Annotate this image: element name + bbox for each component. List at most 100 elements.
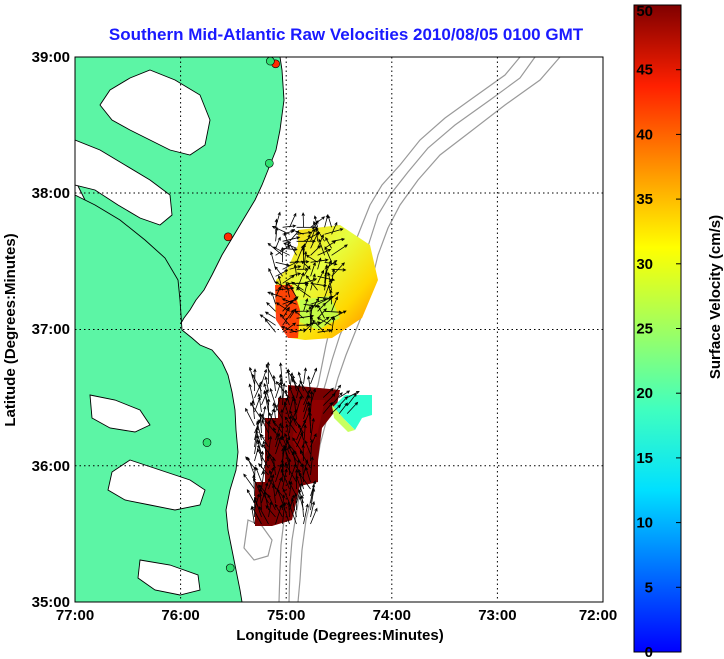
velocity-arrow [275, 422, 282, 441]
velocity-arrow [324, 228, 344, 235]
velocity-arrow [331, 296, 338, 312]
velocity-arrow [248, 383, 255, 406]
velocity-arrow [282, 322, 297, 333]
velocity-arrow [308, 305, 312, 326]
velocity-arrow [310, 367, 318, 385]
velocity-arrow [264, 376, 269, 392]
velocity-arrow [347, 390, 360, 398]
velocity-arrow [310, 282, 328, 288]
velocity-arrow [303, 459, 309, 476]
southern-coverage [255, 385, 340, 526]
colorbar-tick-label: 30 [636, 256, 653, 273]
velocity-arrow [289, 230, 300, 242]
colorbar-ticks: 0 5 10 15 20 25 30 35 40 45 50 [636, 3, 681, 659]
velocity-arrow [303, 250, 308, 270]
colorbar-tick-label: 15 [636, 450, 653, 467]
colorbar-tick-label: 0 [645, 644, 653, 659]
velocity-arrow [282, 224, 297, 228]
station-marker [266, 57, 275, 66]
y-tick-label: 38:00 [32, 185, 70, 202]
velocity-arrow [317, 316, 330, 326]
velocity-arrow [310, 245, 322, 256]
chart-title: Southern Mid-Atlantic Raw Velocities 201… [109, 25, 584, 44]
velocity-arrow [317, 302, 327, 312]
velocity-arrow [265, 505, 276, 518]
x-tick-label: 76:00 [161, 607, 199, 624]
velocity-arrow [309, 390, 314, 413]
velocity-arrow [310, 273, 316, 291]
velocity-arrow [324, 261, 338, 266]
x-axis-label: Longitude (Degrees:Minutes) [236, 627, 444, 644]
colorbar-tick-label: 25 [636, 321, 653, 338]
velocity-arrow [301, 246, 305, 263]
station-marker [225, 563, 235, 573]
velocity-arrow [258, 412, 262, 434]
velocity-arrow [296, 482, 303, 504]
velocity-arrow [261, 419, 269, 434]
velocity-arrow [309, 315, 314, 333]
velocity-arrow [271, 226, 290, 235]
colorbar-tick-label: 20 [636, 385, 653, 402]
velocity-arrow [280, 326, 297, 333]
velocity-arrow [296, 383, 301, 399]
velocity-arrow [303, 298, 309, 312]
velocity-arrow [282, 309, 294, 326]
velocity-arrow [298, 472, 311, 490]
velocity-arrow [275, 463, 283, 483]
velocity-arrow [317, 269, 324, 284]
colorbar-tick-label: 10 [636, 515, 653, 532]
velocity-arrow [254, 493, 260, 511]
velocity-arrow [268, 435, 273, 455]
velocity-arrow [268, 267, 276, 284]
velocity-arrow [346, 401, 359, 414]
velocity-arrow [310, 501, 316, 518]
velocity-arrow [317, 257, 322, 270]
velocity-arrow [300, 494, 304, 518]
velocity-arrow [317, 304, 325, 319]
y-tick-label: 39:00 [32, 49, 70, 66]
velocity-arrow [317, 249, 332, 256]
velocity-arrow [273, 427, 283, 448]
velocity-arrow [316, 317, 332, 326]
velocity-arrow [282, 502, 290, 525]
velocity-arrow [310, 231, 319, 249]
velocity-arrow [308, 411, 312, 434]
x-ticks: 77:00 76:00 75:00 74:00 73:00 72:00 [56, 607, 617, 624]
velocity-arrow [282, 274, 295, 284]
velocity-arrow [296, 395, 303, 413]
velocity-arrow [271, 291, 276, 305]
velocity-arrow [275, 261, 291, 267]
colorbar-tick-label: 50 [636, 3, 653, 20]
velocity-arrows [243, 211, 360, 525]
x-tick-label: 72:00 [579, 607, 617, 624]
velocity-arrow [258, 487, 262, 511]
velocity-arrow [257, 392, 262, 413]
velocity-arrow [296, 231, 313, 235]
velocity-arrow [264, 318, 276, 333]
velocity-arrow [291, 281, 304, 291]
velocity-arrow [258, 383, 262, 399]
velocity-arrow [287, 458, 292, 476]
velocity-arrow [243, 473, 255, 490]
velocity-arrow [310, 483, 316, 504]
y-tick-label: 36:00 [32, 458, 70, 475]
velocity-arrow [296, 272, 305, 291]
velocity-arrow [322, 393, 336, 406]
velocity-arrow [254, 426, 259, 448]
velocity-arrow [282, 488, 290, 504]
velocity-arrow [310, 304, 314, 319]
velocity-arrow [267, 398, 271, 420]
velocity-arrow [258, 484, 269, 504]
velocity-regions [255, 225, 378, 526]
velocity-arrow [271, 483, 276, 504]
velocity-arrow [310, 258, 329, 263]
velocity-arrow [307, 375, 311, 392]
velocity-arrow [260, 450, 264, 469]
velocity-arrow [275, 476, 283, 497]
velocity-arrow [274, 503, 283, 518]
velocity-arrow [282, 300, 293, 312]
velocity-arrow [253, 496, 262, 518]
velocity-arrow [280, 468, 290, 490]
velocity-arrow [266, 301, 276, 312]
